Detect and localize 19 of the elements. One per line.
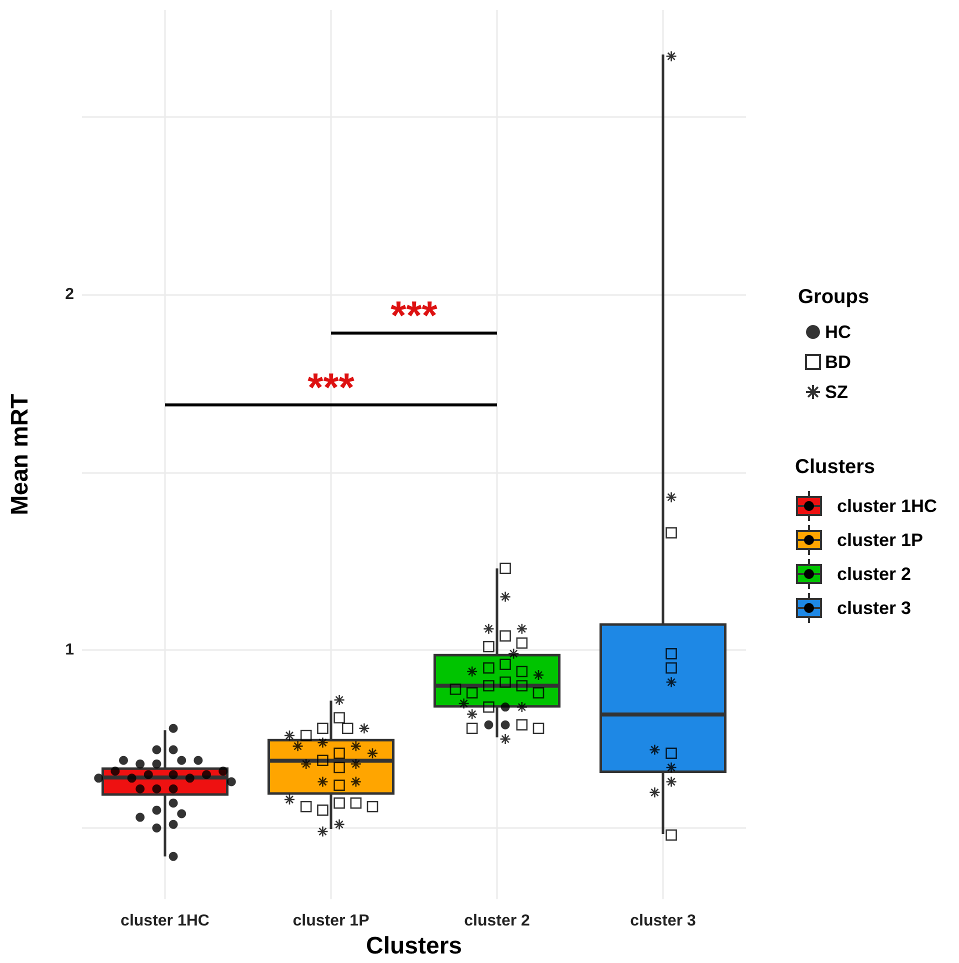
y-tick-label: 2 <box>65 286 74 304</box>
text: Clusters <box>795 456 876 479</box>
category-label: cluster 1P <box>837 530 924 550</box>
x-tick-label: cluster 1HC <box>120 912 210 930</box>
legend-label: SZ <box>825 382 848 402</box>
y-axis-title: Mean mRT <box>6 394 34 516</box>
category-label: cluster 2 <box>837 564 912 584</box>
legend-label: BD <box>825 352 851 372</box>
category-label: cluster 1HC <box>837 496 938 516</box>
x-tick-label: cluster 2 <box>464 912 530 930</box>
legend-title: Groups <box>798 286 870 308</box>
category-label: cluster 3 <box>837 598 912 618</box>
x-tick-label: cluster 3 <box>630 912 696 930</box>
legend-label: HC <box>825 322 851 342</box>
annotation: *** <box>308 366 355 410</box>
x-tick-label: cluster 1P <box>292 912 370 930</box>
x-axis-title: Clusters <box>366 932 462 960</box>
y-tick-label: 1 <box>65 642 74 659</box>
annotation: *** <box>390 294 438 338</box>
